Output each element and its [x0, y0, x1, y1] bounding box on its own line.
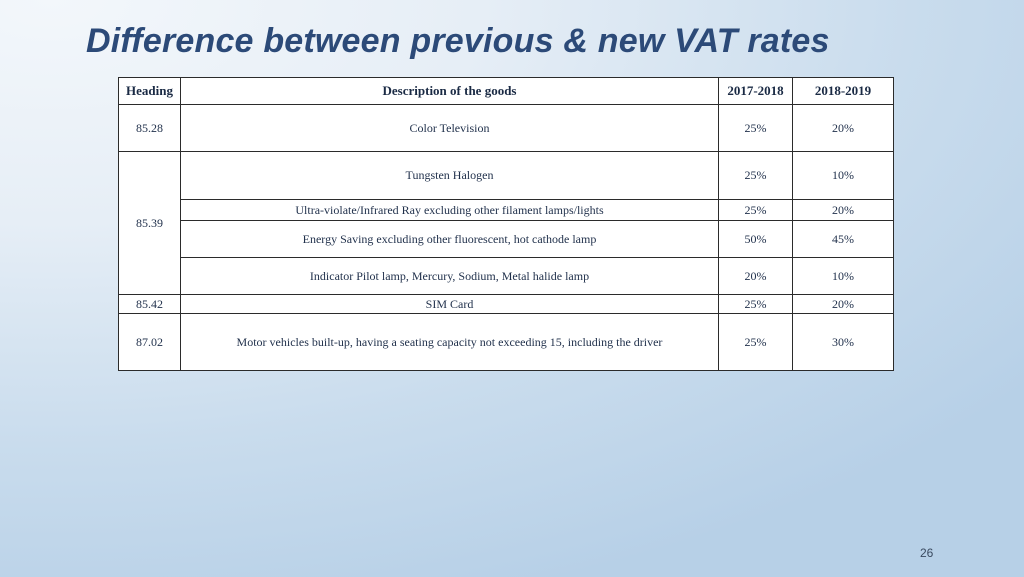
rate-2017-2018-cell: 25%	[718, 104, 793, 152]
rate-2017-2018-cell: 25%	[718, 151, 793, 200]
page-number: 26	[920, 546, 934, 560]
column-header-description: Description of the goods	[180, 77, 719, 105]
rate-2017-2018-cell: 20%	[718, 257, 793, 295]
description-cell: Energy Saving excluding other fluorescen…	[180, 220, 719, 258]
table-row: 87.02 Motor vehicles built-up, having a …	[118, 313, 894, 371]
vat-rates-table: Heading Description of the goods 2017-20…	[118, 77, 894, 371]
table-row: 85.39 Tungsten Halogen 25% 10%	[118, 151, 894, 295]
description-cell: SIM Card	[180, 294, 719, 314]
rate-2017-2018-cell: 50%	[718, 220, 793, 258]
column-header-2017-2018: 2017-2018	[718, 77, 793, 105]
rate-2018-2019-cell: 10%	[792, 257, 894, 295]
table-row: 85.28 Color Television 25% 20%	[118, 104, 894, 152]
rate-2018-2019-cell: 20%	[792, 294, 894, 314]
rate-2018-2019-cell: 20%	[792, 104, 894, 152]
table-row: Energy Saving excluding other fluorescen…	[119, 220, 894, 258]
heading-cell: 85.42	[118, 294, 181, 314]
rate-2017-2018-cell: 25%	[718, 313, 793, 371]
heading-cell: 87.02	[118, 313, 181, 371]
description-cell: Color Television	[180, 104, 719, 152]
description-cell: Indicator Pilot lamp, Mercury, Sodium, M…	[180, 257, 719, 295]
column-header-heading: Heading	[118, 77, 181, 105]
description-cell: Tungsten Halogen	[180, 151, 719, 200]
heading-cell: 85.28	[118, 104, 181, 152]
table-row: Ultra-violate/Infrared Ray excluding oth…	[119, 199, 894, 221]
rate-2018-2019-cell: 45%	[792, 220, 894, 258]
column-header-2018-2019: 2018-2019	[792, 77, 894, 105]
table-row: 85.42 SIM Card 25% 20%	[118, 294, 894, 314]
table-header-row: Heading Description of the goods 2017-20…	[118, 77, 894, 105]
description-cell: Ultra-violate/Infrared Ray excluding oth…	[180, 199, 719, 221]
rate-2017-2018-cell: 25%	[718, 294, 793, 314]
slide-title: Difference between previous & new VAT ra…	[86, 22, 830, 60]
rate-2018-2019-cell: 20%	[792, 199, 894, 221]
heading-cell: 85.39	[118, 151, 181, 295]
rate-2018-2019-cell: 10%	[792, 151, 894, 200]
description-cell: Motor vehicles built-up, having a seatin…	[180, 313, 719, 371]
table-row: Indicator Pilot lamp, Mercury, Sodium, M…	[119, 257, 894, 295]
rate-2017-2018-cell: 25%	[718, 199, 793, 221]
rate-2018-2019-cell: 30%	[792, 313, 894, 371]
